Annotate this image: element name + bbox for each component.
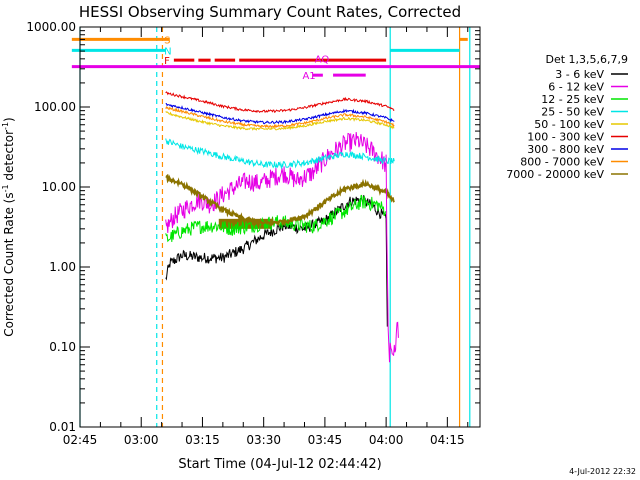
y-tick-label: 100.00 [34,100,76,114]
state-bar-label: S [164,35,170,46]
legend-label: 50 - 100 keV [534,118,604,131]
series-line [165,138,395,170]
state-bar-label: N [164,46,171,57]
state-bar-label: A1 [302,71,315,82]
series-line [385,154,399,363]
y-axis: 1000.00 100.00 10.00 1.00 0.10 0.01 [26,20,480,434]
legend-label: 800 - 7000 keV [520,156,604,169]
series-line [165,111,395,131]
series-line [165,106,395,129]
chart-title: HESSI Observing Summary Count Rates, Cor… [79,3,461,21]
state-bar-label: AQ [315,55,330,66]
series-line [165,195,387,281]
legend-label: 7000 - 20000 keV [506,168,604,181]
legend-label: 6 - 12 keV [548,81,604,94]
series-line [385,218,388,327]
y-axis-label: Corrected Count Rate (s-1 detector-1) [1,117,16,336]
x-tick-label: 03:15 [185,433,220,447]
y-tick-label: 0.01 [49,420,76,434]
x-axis-label: Start Time (04-Jul-12 02:44:42) [178,457,381,472]
y-axis-label-part: ) [2,117,16,122]
y-axis-label-part: Corrected Count Rate (s [2,192,16,336]
y-axis-label-part: detector [2,130,16,185]
legend-label: 100 - 300 keV [527,131,604,144]
legend-label: 25 - 50 keV [541,106,604,119]
series-line [165,91,395,114]
series-line [165,194,387,243]
y-tick-label: 1.00 [49,260,76,274]
time-markers [79,27,471,427]
x-tick-label: 02:45 [63,433,98,447]
series-line [165,173,396,228]
plot-frame [79,26,481,428]
x-axis: 02:45 03:00 03:15 03:30 03:45 04:00 04:15 [63,27,469,447]
x-tick-label: 04:15 [430,433,465,447]
legend-header: Det 1,3,5,6,7,9 [545,53,628,66]
x-tick-label: 03:30 [246,433,281,447]
y-tick-label: 0.10 [49,340,76,354]
x-tick-label: 03:45 [308,433,343,447]
state-bar-label: F [164,56,170,67]
legend-label: 12 - 25 keV [541,93,604,106]
x-tick-label: 03:00 [124,433,159,447]
series-line [165,103,395,125]
timestamp: 4-Jul-2012 22:32 [569,467,636,476]
legend-label: 300 - 800 keV [527,143,604,156]
y-tick-label: 10.00 [42,180,76,194]
y-axis-label-sup: -1 [1,122,10,130]
count-rate-series [165,91,399,363]
y-axis-label-sup: -1 [1,184,10,192]
y-tick-label: 1000.00 [26,20,76,34]
legend-label: 3 - 6 keV [555,68,604,81]
x-tick-label: 04:00 [369,433,404,447]
